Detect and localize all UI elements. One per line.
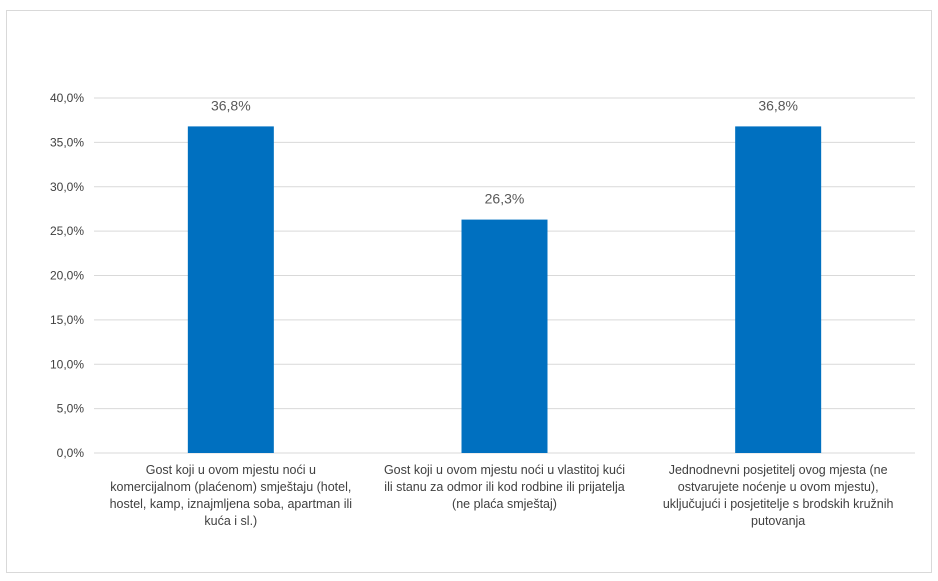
y-tick-label: 20,0% [50, 269, 84, 283]
y-tick-label: 25,0% [50, 224, 84, 238]
data-label: 36,8% [758, 97, 798, 113]
y-tick-label: 35,0% [50, 135, 84, 149]
x-tick-label: Gost koji u ovom mjestu noći u komercija… [109, 463, 353, 528]
y-tick-label: 0,0% [57, 446, 85, 460]
x-tick-label: Jednodnevni posjetitelj ovog mjesta (ne … [662, 463, 894, 528]
bar [461, 219, 548, 453]
data-label: 36,8% [211, 97, 251, 113]
bar [735, 126, 822, 454]
y-tick-label: 40,0% [50, 91, 84, 105]
y-tick-label: 30,0% [50, 180, 84, 194]
y-tick-label: 15,0% [50, 313, 84, 327]
data-label: 26,3% [485, 191, 525, 207]
x-tick-label: Gost koji u ovom mjestu noći u vlastitoj… [383, 463, 626, 511]
y-tick-label: 10,0% [50, 357, 84, 371]
y-tick-label: 5,0% [57, 402, 85, 416]
bar [187, 126, 274, 454]
